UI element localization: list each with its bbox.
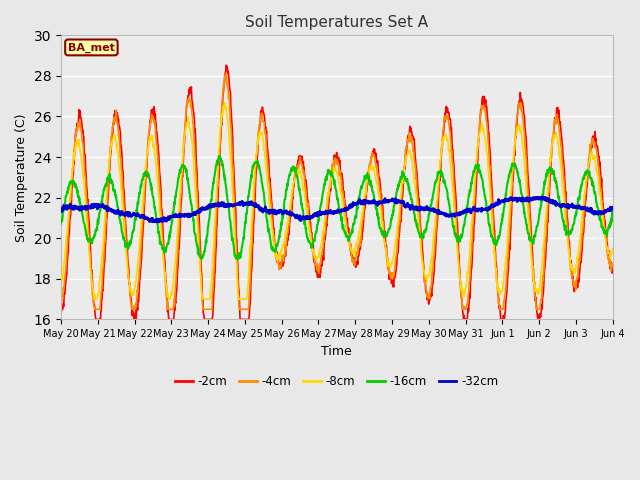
X-axis label: Time: Time [321, 345, 352, 358]
Title: Soil Temperatures Set A: Soil Temperatures Set A [245, 15, 428, 30]
Legend: -2cm, -4cm, -8cm, -16cm, -32cm: -2cm, -4cm, -8cm, -16cm, -32cm [171, 371, 503, 393]
Y-axis label: Soil Temperature (C): Soil Temperature (C) [15, 113, 28, 241]
Text: BA_met: BA_met [68, 42, 115, 52]
